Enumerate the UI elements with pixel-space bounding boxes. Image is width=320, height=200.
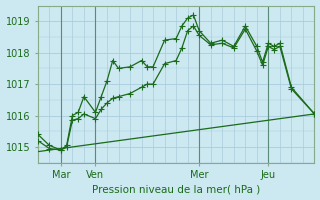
X-axis label: Pression niveau de la mer( hPa ): Pression niveau de la mer( hPa ) <box>92 184 260 194</box>
